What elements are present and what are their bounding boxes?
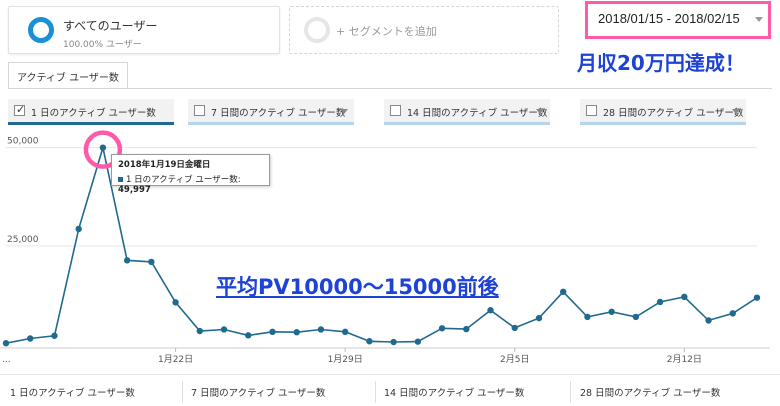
data-point[interactable] xyxy=(559,288,567,295)
data-point[interactable] xyxy=(608,308,615,315)
data-point[interactable] xyxy=(753,294,761,301)
footer-metric-14day: 14 日間のアクティブ ユーザー数 xyxy=(384,388,525,399)
x-tick-label: 1月22日 xyxy=(158,354,193,365)
data-point[interactable] xyxy=(269,328,276,336)
data-point[interactable] xyxy=(341,328,349,336)
data-point[interactable] xyxy=(2,340,10,347)
tooltip-date: 2018年1月19日金曜日 xyxy=(118,160,211,170)
chevron-down-icon xyxy=(755,17,763,22)
tooltip-value: 49,997 xyxy=(118,185,151,195)
data-point[interactable] xyxy=(390,338,397,346)
checkbox-28day[interactable] xyxy=(586,105,597,116)
series-line-1day xyxy=(5,147,758,344)
data-point[interactable] xyxy=(656,298,664,306)
data-point[interactable] xyxy=(487,307,494,314)
y-tick-label: 50,000 xyxy=(7,137,39,147)
data-point[interactable] xyxy=(535,314,543,322)
active-users-line-chart: 50,000 25,000 ... 1月22日 1月29日 2月5日 2月12日 xyxy=(0,130,770,365)
metric-label: 7 日間のアクティブ ユーザー数 xyxy=(211,108,346,119)
footer-divider xyxy=(0,374,780,375)
footer-separator xyxy=(375,381,376,403)
add-segment-button[interactable]: + セグメントを追加 xyxy=(289,6,559,54)
data-point[interactable] xyxy=(317,326,325,333)
chevron-down-icon xyxy=(536,109,544,114)
footer-separator xyxy=(182,381,183,403)
segment-donut-icon xyxy=(28,17,54,43)
x-tick-label: 1月29日 xyxy=(328,354,363,365)
footer-metric-28day: 28 日間のアクティブ ユーザー数 xyxy=(580,388,721,399)
check-icon: ✓ xyxy=(16,103,26,116)
footer-metric-7day: 7 日間のアクティブ ユーザー数 xyxy=(191,388,326,399)
data-point[interactable] xyxy=(293,329,300,336)
x-tick-label: 2月12日 xyxy=(667,354,702,365)
add-segment-label: + セグメントを追加 xyxy=(336,25,437,38)
data-point[interactable] xyxy=(51,332,58,339)
segment-percentage: 100.00% ユーザー xyxy=(63,40,142,50)
metric-label: 14 日間のアクティブ ユーザー数 xyxy=(407,108,548,119)
data-point[interactable] xyxy=(705,317,712,324)
data-point[interactable] xyxy=(196,327,204,335)
footer-separator xyxy=(570,381,571,403)
data-point[interactable] xyxy=(245,332,252,339)
data-point[interactable] xyxy=(172,299,179,306)
x-tick-label: 2月5日 xyxy=(500,354,529,365)
series-swatch xyxy=(118,177,123,182)
data-point[interactable] xyxy=(438,325,446,332)
chart-tooltip: 2018年1月19日金曜日 1 日のアクティブ ユーザー数: 49,997 xyxy=(111,154,270,195)
data-point[interactable] xyxy=(148,258,155,266)
footer-metric-1day: 1 日のアクティブ ユーザー数 xyxy=(10,388,135,399)
data-point[interactable] xyxy=(584,313,591,321)
data-point[interactable] xyxy=(681,293,688,301)
metric-label: 1 日のアクティブ ユーザー数 xyxy=(31,108,156,119)
checkbox-7day[interactable] xyxy=(194,105,205,116)
average-pv-annotation: 平均PV10000〜15000前後 xyxy=(216,275,499,299)
x-axis-ticks: ... 1月22日 1月29日 2月5日 2月12日 xyxy=(2,348,702,365)
date-range-picker[interactable]: 2018/01/15 - 2018/02/15 xyxy=(585,1,771,39)
headline-annotation: 月収20万円達成！ xyxy=(577,51,745,75)
y-tick-label: 25,000 xyxy=(7,235,39,245)
metric-7day[interactable]: 7 日間のアクティブ ユーザー数 xyxy=(188,99,354,125)
peak-highlight-ring xyxy=(83,130,123,169)
chevron-down-icon xyxy=(732,109,740,114)
data-point[interactable] xyxy=(632,313,640,321)
empty-segment-icon xyxy=(304,17,330,43)
chart-grid xyxy=(0,147,770,349)
tooltip-series: 1 日のアクティブ ユーザー数: xyxy=(126,175,241,185)
y-axis-ticks: 50,000 25,000 xyxy=(7,137,39,245)
metric-label: 28 日間のアクティブ ユーザー数 xyxy=(603,108,744,119)
tab-divider xyxy=(8,88,772,89)
segment-all-users[interactable]: すべてのユーザー 100.00% ユーザー xyxy=(8,6,280,54)
date-range-text: 2018/01/15 - 2018/02/15 xyxy=(598,11,740,26)
metric-28day[interactable]: 28 日間のアクティブ ユーザー数 xyxy=(580,99,746,125)
data-point[interactable] xyxy=(123,257,131,264)
segment-title: すべてのユーザー xyxy=(63,19,158,33)
metric-1day[interactable]: ✓ 1 日のアクティブ ユーザー数 xyxy=(8,99,174,125)
checkbox-14day[interactable] xyxy=(390,105,401,116)
data-point[interactable] xyxy=(414,338,422,345)
data-point[interactable] xyxy=(511,324,518,332)
tooltip-line: 1 日のアクティブ ユーザー数: 49,997 xyxy=(118,173,263,195)
data-point[interactable] xyxy=(366,338,373,345)
chevron-down-icon xyxy=(340,109,348,114)
x-tick-start: ... xyxy=(2,355,11,365)
series-points xyxy=(2,144,761,347)
data-point[interactable] xyxy=(27,335,34,342)
data-point[interactable] xyxy=(220,326,228,333)
tab-active-users[interactable]: アクティブ ユーザー数 xyxy=(8,62,128,88)
data-point[interactable] xyxy=(75,225,82,233)
metric-14day[interactable]: 14 日間のアクティブ ユーザー数 xyxy=(384,99,550,125)
checkbox-1day[interactable]: ✓ xyxy=(14,103,26,116)
data-point[interactable] xyxy=(99,144,107,151)
data-point[interactable] xyxy=(729,310,736,317)
data-point[interactable] xyxy=(463,325,470,333)
